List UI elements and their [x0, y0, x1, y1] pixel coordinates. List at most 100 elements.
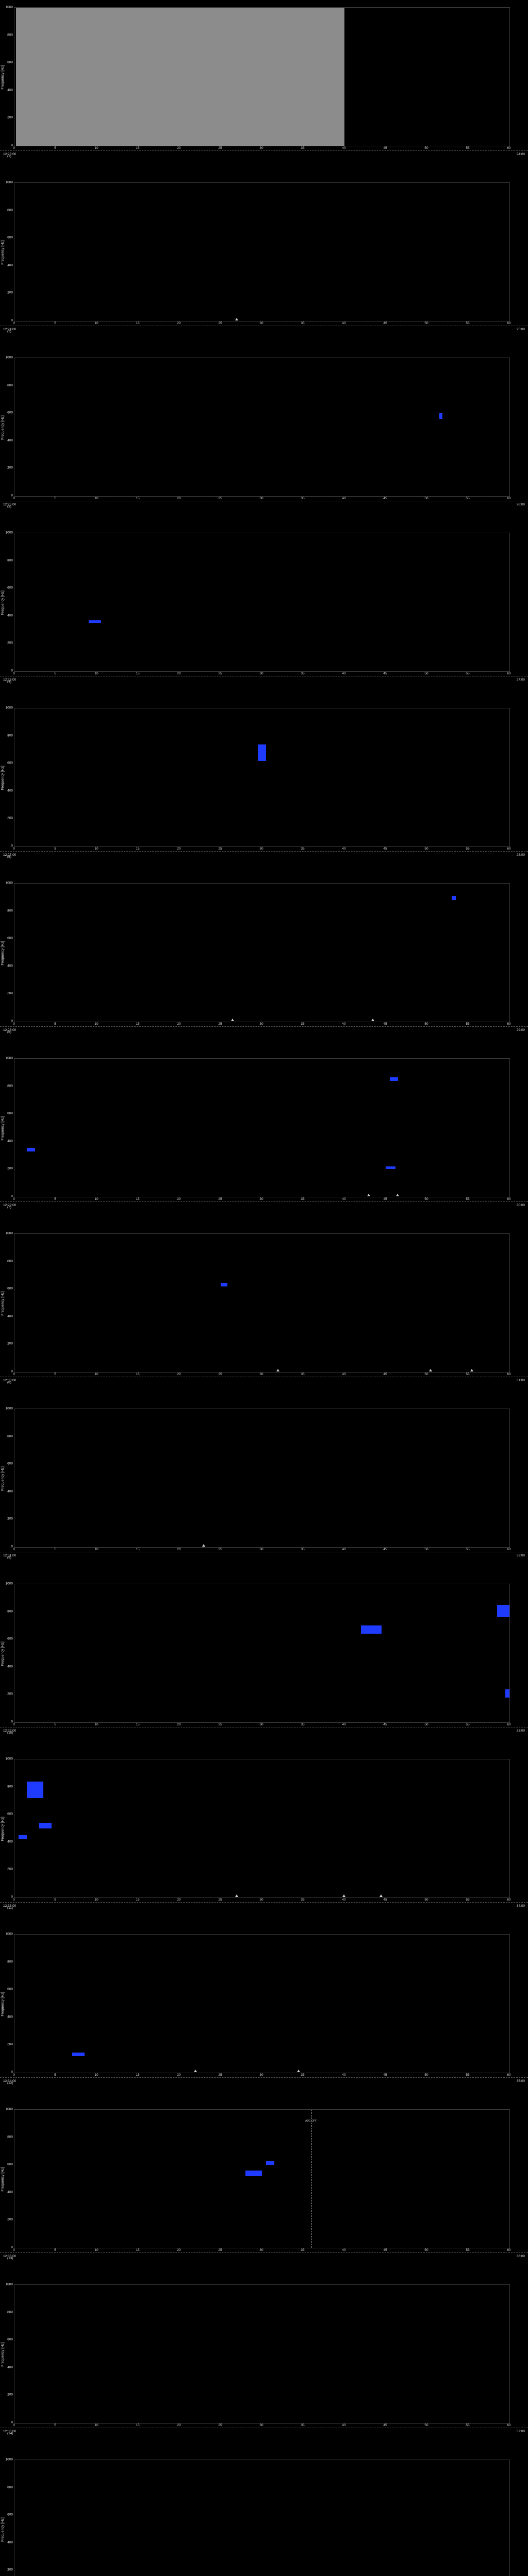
- x-axis-ticks: 0 5 10 15 20 25 30 35 40 45 50 55 60: [13, 1548, 510, 1553]
- panel-start-time: 12:24:00: [3, 328, 16, 331]
- x-tick-label: 60: [507, 2248, 511, 2252]
- x-tick-label: 40: [342, 847, 346, 851]
- y-tick-label: 200: [7, 2042, 13, 2046]
- plot-area: ADC OFF: [14, 2109, 510, 2248]
- x-tick-label: 35: [301, 321, 305, 325]
- event-triangle-marker: [235, 318, 238, 320]
- x-tick-label: 35: [301, 1898, 305, 1902]
- x-tick-label: 15: [136, 847, 140, 851]
- event-triangle-marker: [202, 1544, 205, 1547]
- x-tick-label: 35: [301, 1197, 305, 1201]
- y-axis-ticks: 1000 800 600 400 200 0: [0, 2108, 13, 2249]
- x-tick-label: 25: [218, 2248, 222, 2252]
- x-tick-label: 5: [54, 1372, 56, 1376]
- y-tick-label: 0: [11, 844, 13, 848]
- y-tick-label: 0: [11, 494, 13, 498]
- x-tick-label: 60: [507, 146, 511, 150]
- y-axis-ticks: 1000 800 600 400 200 0: [0, 356, 13, 498]
- panel-end-time: 26:00: [516, 503, 525, 506]
- y-tick-label: 800: [7, 909, 13, 913]
- x-tick-label: 60: [507, 1372, 511, 1376]
- y-axis-ticks: 1000 800 600 400 200 0: [0, 1757, 13, 1899]
- x-tick-label: 60: [507, 847, 511, 851]
- panel-end-time: 32:00: [516, 1554, 525, 1557]
- x-tick-label: 10: [94, 1723, 98, 1726]
- x-axis-ticks: 0 5 10 15 20 25 30 35 40 45 50 55 60: [13, 1022, 511, 1027]
- x-tick-label: 30: [259, 1723, 263, 1726]
- x-tick-label: 0: [13, 2248, 15, 2252]
- y-tick-label: 1000: [5, 1757, 13, 1761]
- y-tick-label: 800: [7, 1785, 13, 1789]
- y-tick-label: 0: [11, 2070, 13, 2074]
- x-tick-label: 0: [13, 847, 15, 851]
- x-tick-label: 0: [13, 497, 15, 500]
- signal-blob: [497, 1605, 509, 1618]
- panel-start-time: 12:27:00: [3, 853, 16, 857]
- signal-blob: [505, 1689, 509, 1698]
- x-tick-label: 0: [13, 1548, 15, 1551]
- panel-index-label: (8): [7, 1381, 11, 1384]
- panel-index-label: (9): [7, 1556, 11, 1560]
- y-tick-label: 800: [7, 2135, 13, 2139]
- panel-separator: [0, 851, 528, 852]
- x-axis-ticks: 0 5 10 15 20 25 30 35 40 45 50 55 60: [13, 672, 510, 677]
- y-tick-label: 200: [7, 991, 13, 995]
- x-tick-label: 20: [177, 2248, 181, 2252]
- x-tick-label: 0: [13, 1723, 15, 1726]
- x-tick-label: 60: [507, 1022, 511, 1026]
- panel-index-label: (6): [7, 1030, 11, 1034]
- x-tick-label: 35: [301, 2248, 305, 2252]
- x-tick-label: 20: [177, 1372, 181, 1376]
- x-tick-label: 60: [507, 497, 511, 500]
- panel-start-time: 12:30:00: [3, 1379, 16, 1382]
- y-tick-label: 200: [7, 1867, 13, 1871]
- panel-end-time: 33:00: [516, 1729, 525, 1733]
- panel-end-time: 31:00: [516, 1379, 525, 1382]
- x-tick-label: 50: [424, 1548, 428, 1551]
- x-tick-label: 10: [94, 1372, 98, 1376]
- x-tick-label: 40: [342, 497, 346, 500]
- x-tick-label: 35: [301, 1372, 305, 1376]
- x-tick-label: 35: [301, 1022, 305, 1026]
- panel-end-time: 30:00: [516, 1204, 525, 1207]
- panel-start-time: 12:23:00: [3, 152, 16, 156]
- x-tick-label: 15: [136, 321, 140, 325]
- x-tick-label: 20: [177, 2073, 181, 2077]
- event-annotation: ADC OFF: [305, 2119, 317, 2123]
- x-tick-label: 30: [259, 2073, 263, 2077]
- x-tick-label: 20: [177, 1548, 181, 1551]
- x-tick-label: 35: [301, 2424, 305, 2427]
- event-triangle-marker: [396, 1194, 399, 1196]
- x-tick-label: 5: [54, 1022, 56, 1026]
- y-tick-label: 400: [7, 1139, 13, 1143]
- y-tick-label: 600: [7, 2162, 13, 2166]
- plot-area: [14, 182, 510, 321]
- x-tick-label: 60: [507, 321, 511, 325]
- y-tick-label: 1000: [5, 180, 13, 184]
- x-tick-label: 0: [13, 1197, 15, 1201]
- event-triangle-marker: [380, 1894, 383, 1897]
- x-tick-label: 20: [177, 1022, 181, 1026]
- x-tick-label: 25: [218, 2424, 222, 2427]
- event-marker-line: [311, 2110, 312, 2248]
- x-tick-label: 30: [259, 497, 263, 500]
- y-tick-label: 0: [11, 1194, 13, 1198]
- x-axis-ticks: 0 5 10 15 20 25 30 35 40 45 50 55 60: [13, 1197, 510, 1202]
- panel-index-label: (5): [7, 855, 11, 859]
- x-tick-label: 40: [342, 1022, 346, 1026]
- signal-blob: [245, 2170, 262, 2176]
- event-triangle-marker: [371, 1019, 374, 1021]
- x-tick-label: 30: [259, 146, 263, 150]
- x-tick-label: 35: [301, 1723, 305, 1726]
- y-axis-ticks: 1000 800 600 400 200 0: [0, 1933, 13, 2074]
- x-tick-label: 40: [342, 1372, 346, 1376]
- x-tick-label: 15: [136, 2248, 140, 2252]
- x-tick-label: 30: [259, 2424, 263, 2427]
- x-tick-label: 30: [259, 1898, 263, 1902]
- y-tick-label: 800: [7, 1609, 13, 1614]
- x-tick-label: 35: [301, 1548, 305, 1551]
- y-axis-ticks: 1000 800 600 400 200 0: [0, 6, 13, 147]
- x-tick-label: 20: [177, 1723, 181, 1726]
